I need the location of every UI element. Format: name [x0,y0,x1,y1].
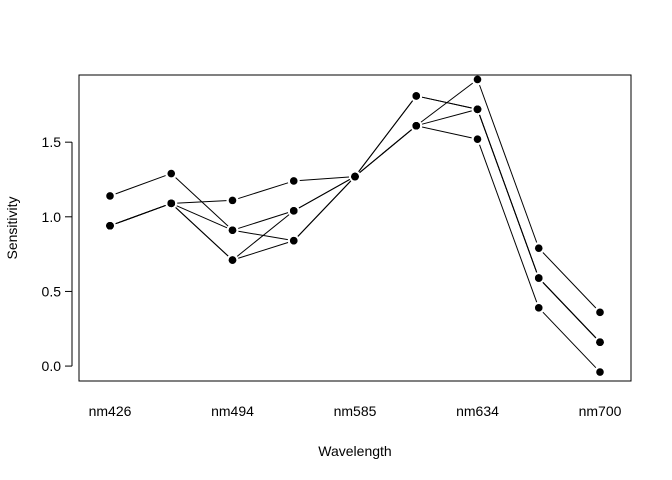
series-line-segment [177,200,227,204]
y-axis-label: Sensitivity [4,196,20,259]
series-line-segment [298,178,351,209]
series-line-segment [359,129,412,174]
series-4 [106,92,604,346]
series-line-segment [236,214,290,257]
x-tick-label: nm585 [334,403,377,419]
series-3 [106,121,604,376]
data-point [534,274,543,282]
series-line-segment [238,242,289,259]
series-line-segment [479,84,538,243]
series-2 [106,92,604,346]
series-line-segment [542,311,597,369]
data-point [412,121,421,130]
data-point [596,368,604,376]
data-point [289,236,298,245]
data-point [351,172,359,181]
data-point [412,92,421,100]
series-line-segment [422,96,472,109]
series-line-segment [115,204,166,225]
series-line-segment [299,176,350,182]
series-line-segment [297,180,352,237]
series-line-segment [358,100,414,173]
data-point [473,105,482,114]
data-point [106,192,114,200]
plot-frame [78,74,632,382]
y-tick-label: 0.5 [42,283,62,299]
x-axis: nm426 nm494 nm585 nm634 nm700 [89,403,622,419]
series-line-segment [542,282,597,339]
series-line-segment [542,252,597,309]
series-line-segment [479,114,538,273]
data-point [228,226,237,235]
data-point [289,177,298,185]
data-point [167,199,176,208]
data-point [596,338,604,346]
series-line-segment [238,182,289,200]
series-line-segment [479,144,538,303]
data-point [228,256,237,264]
y-tick-label: 0.0 [42,358,62,374]
y-axis: 0.0 0.5 1.0 1.5 [42,134,73,374]
data-point [534,304,543,312]
series-line-segment [115,175,166,195]
data-point [534,244,543,252]
y-tick-label: 1.0 [42,209,62,225]
series-5 [106,105,604,346]
data-point [167,169,176,178]
x-tick-label: nm700 [579,403,622,419]
x-tick-label: nm426 [89,403,132,419]
data-point [106,221,114,230]
series-line-segment [176,205,228,229]
y-tick-label: 1.5 [42,134,62,150]
data-point [473,135,482,143]
data-point [289,207,298,215]
data-point [596,308,604,317]
x-tick-label: nm634 [456,403,499,419]
x-axis-label: Wavelength [318,443,391,459]
data-point [473,75,482,84]
series-line-segment [421,110,472,125]
series-layer [106,75,604,376]
series-line-segment [238,212,289,229]
data-point [228,196,237,205]
series-line-segment [422,126,472,139]
series-line-segment [175,207,229,257]
x-tick-label: nm494 [211,403,254,419]
